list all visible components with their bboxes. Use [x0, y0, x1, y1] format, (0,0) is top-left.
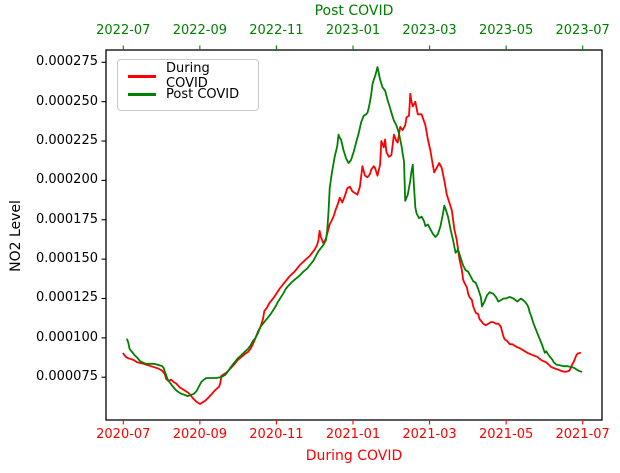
y-axis-label: NO2 Level — [8, 200, 24, 272]
top-tick-label: 2023-05 — [478, 23, 534, 38]
y-tick-label: 0.000125 — [35, 290, 98, 306]
during-covid-line — [122, 92, 582, 405]
legend-label-post-covid: Post COVID — [166, 86, 240, 102]
post-covid-line — [126, 66, 583, 398]
during-covid-line-swatch — [128, 74, 156, 78]
bottom-axis-ticks — [122, 420, 584, 425]
top-tick-label: 2023-07 — [555, 23, 610, 38]
top-tick-label: 2023-01 — [325, 23, 381, 38]
bottom-tick-label: 2020-09 — [172, 427, 228, 442]
left-axis-ticks — [101, 61, 106, 378]
top-tick-label: 2022-11 — [249, 23, 304, 38]
y-tick-label: 0.000150 — [35, 251, 98, 267]
top-axis-title: Post COVID — [314, 3, 394, 19]
bottom-tick-label: 2021-01 — [325, 427, 381, 442]
y-tick-label: 0.000225 — [35, 133, 98, 149]
legend-label-during-covid: During COVID — [166, 61, 210, 91]
bottom-axis-title: During COVID — [305, 448, 403, 464]
y-tick-label: 0.000200 — [35, 172, 98, 188]
y-tick-label: 0.000100 — [35, 329, 98, 345]
top-tick-label: 2023-03 — [402, 23, 457, 38]
legend-item-post-covid: Post COVID — [128, 85, 248, 103]
legend-item-during-covid: During COVID — [128, 61, 248, 91]
bottom-tick-label: 2020-07 — [96, 427, 151, 442]
bottom-tick-label: 2020-11 — [249, 427, 304, 442]
y-tick-label: 0.000075 — [35, 369, 98, 385]
bottom-tick-label: 2021-07 — [555, 427, 610, 442]
legend: During COVID Post COVID — [117, 59, 259, 111]
y-tick-label: 0.000275 — [35, 54, 98, 70]
bottom-tick-label: 2021-05 — [478, 427, 534, 442]
bottom-tick-label: 2021-03 — [402, 427, 457, 442]
y-tick-label: 0.000250 — [35, 93, 98, 109]
y-tick-label: 0.000175 — [35, 211, 98, 227]
plot-border — [105, 49, 603, 421]
top-tick-label: 2022-09 — [172, 23, 228, 38]
top-tick-label: 2022-07 — [96, 23, 151, 38]
top-axis-ticks — [122, 45, 584, 50]
post-covid-line-swatch — [128, 92, 156, 96]
